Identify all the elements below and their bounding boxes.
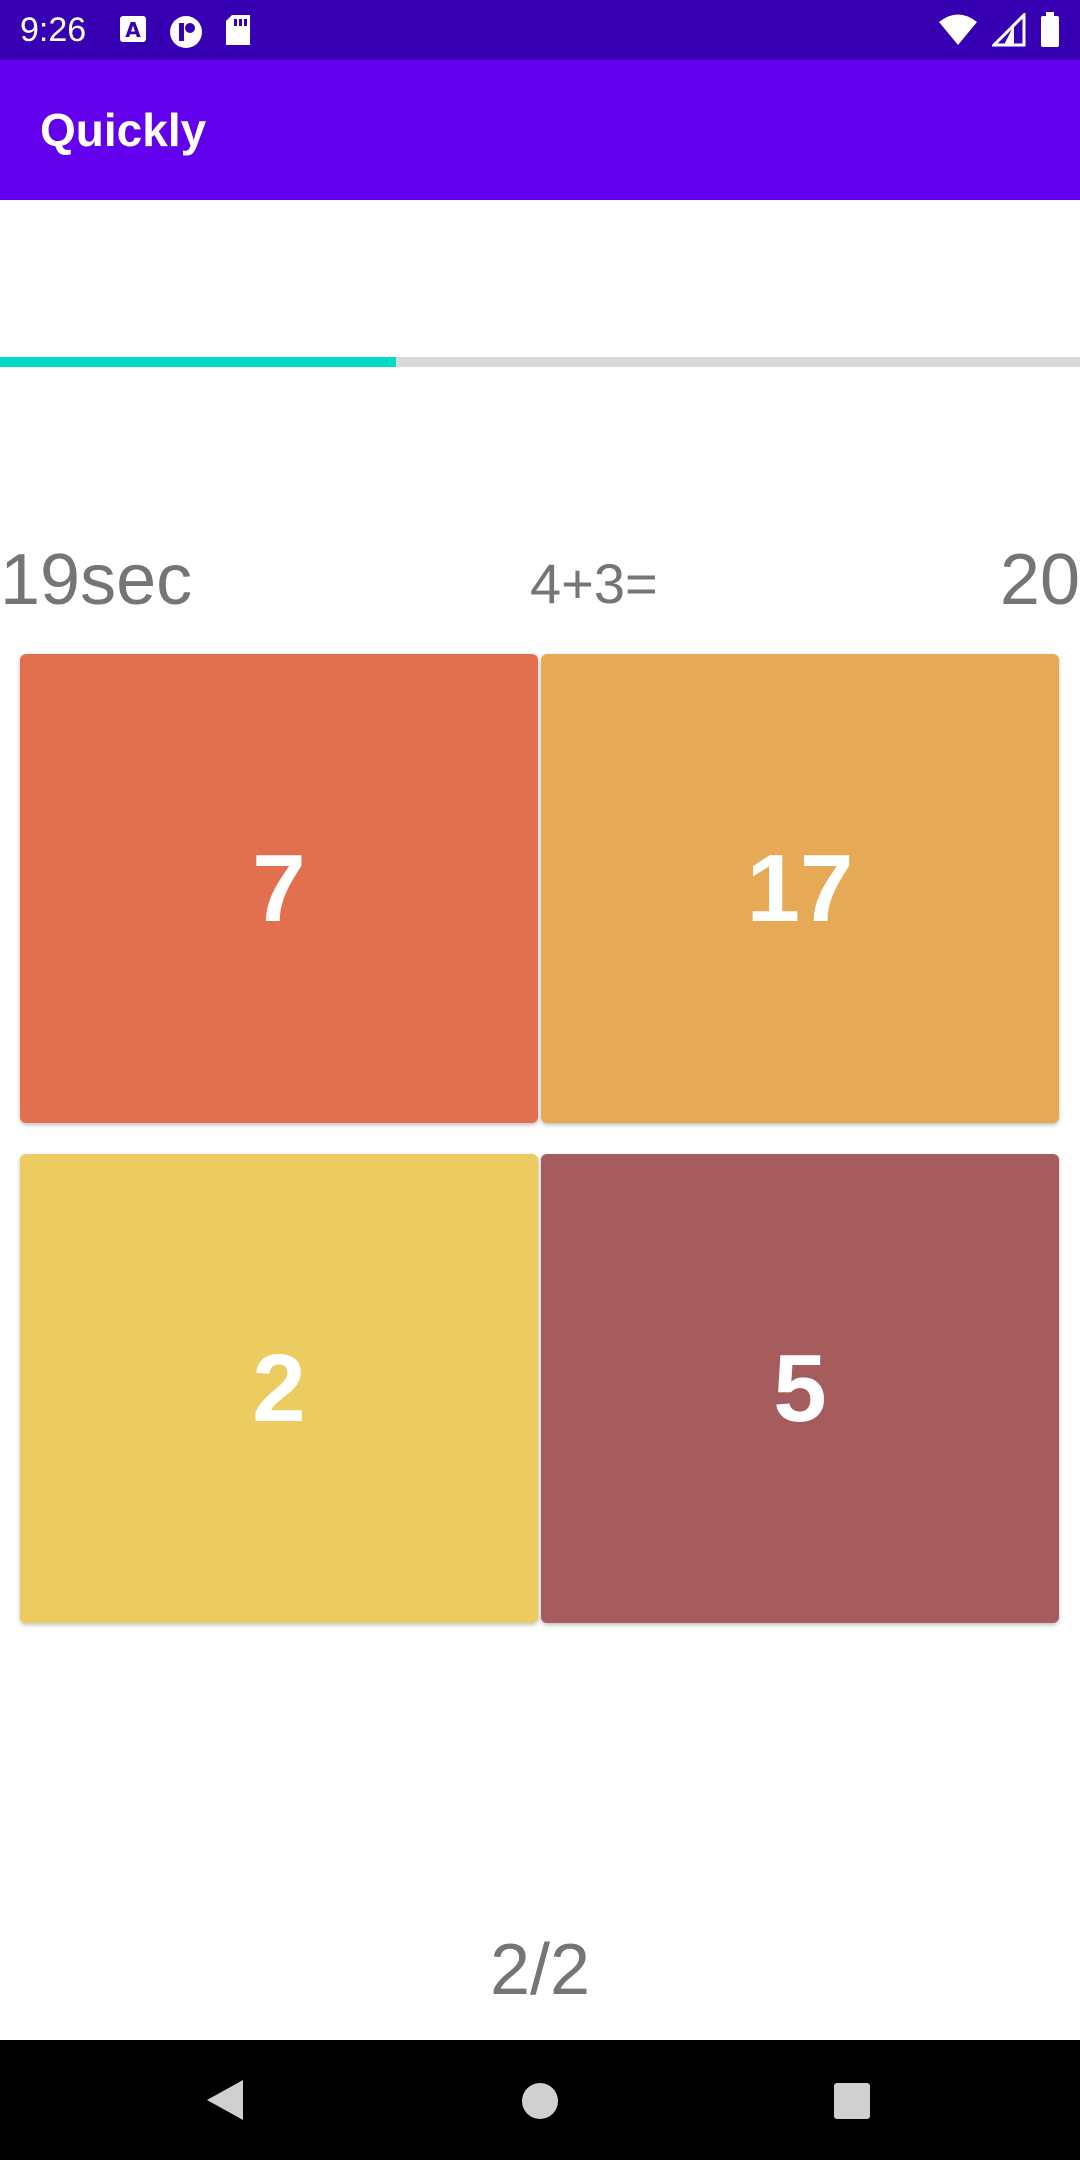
answer-button-top-left[interactable]: 7 [20,654,538,1123]
recents-icon[interactable] [833,2082,871,2120]
question-label: 4+3= [530,552,658,615]
timer-label: 19sec [0,540,193,620]
svg-text:A: A [125,18,141,42]
answer-button-top-right[interactable]: 17 [541,654,1059,1123]
status-system-icons [938,12,1060,48]
answer-button-bottom-left[interactable]: 2 [20,1154,538,1623]
wifi-icon [939,14,977,45]
progress-bar [0,357,1080,367]
sd-card-icon [226,15,250,45]
app-title: Quickly [40,104,207,156]
signal-icon [992,13,1026,47]
app-notification-icon [170,16,202,48]
navigation-bar [0,2040,1080,2160]
progress-fill [0,357,397,367]
status-notification-icons: A [118,14,252,50]
battery-icon [1041,12,1059,47]
score-label: 20 [999,540,1080,620]
app-bar: Quickly [0,60,1080,200]
back-icon[interactable] [205,2078,245,2122]
page-indicator: 2/2 [489,1930,591,2010]
status-time: 9:26 [20,11,87,49]
a-notification-icon: A [120,16,146,42]
home-icon[interactable] [521,2082,559,2120]
answer-button-bottom-right[interactable]: 5 [541,1154,1059,1623]
status-bar: 9:26 A [0,0,1080,60]
